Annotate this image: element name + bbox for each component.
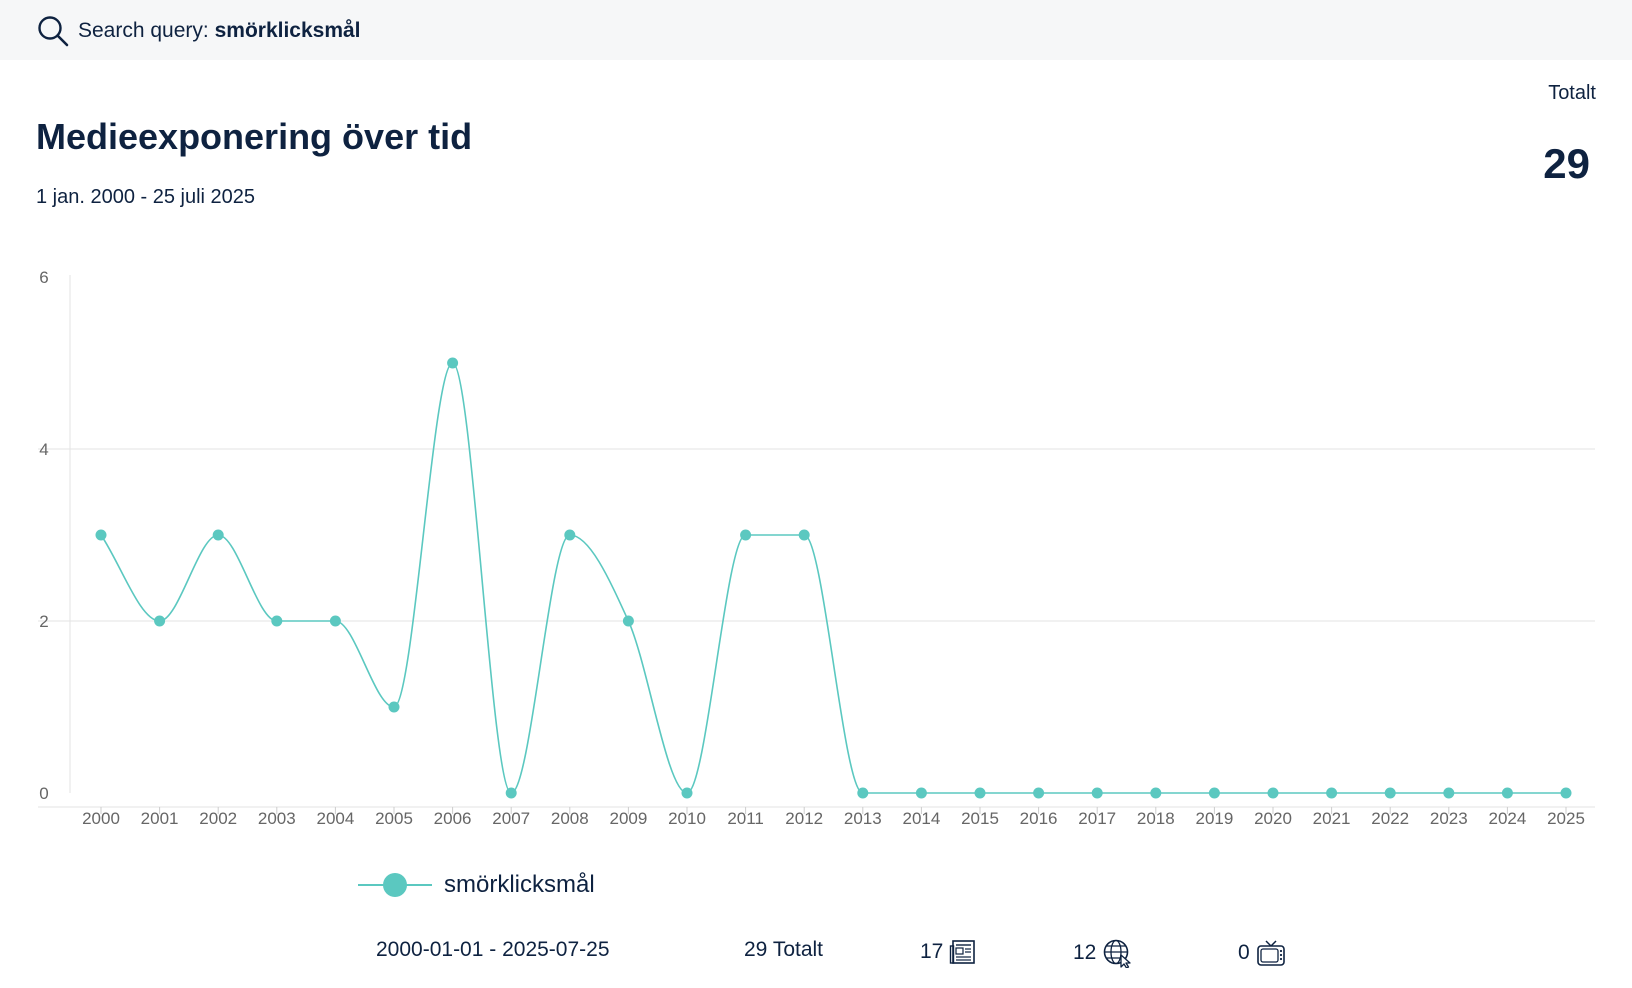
data-point[interactable] xyxy=(271,615,283,627)
data-point[interactable] xyxy=(95,529,107,541)
x-tick-label: 2010 xyxy=(668,809,706,828)
x-tick-label: 2005 xyxy=(375,809,413,828)
x-tick-label: 2016 xyxy=(1020,809,1058,828)
x-tick-label: 2014 xyxy=(902,809,940,828)
search-bar: Search query: smörklicksmål xyxy=(0,0,1632,60)
x-tick-label: 2013 xyxy=(844,809,882,828)
y-tick-label: 4 xyxy=(39,440,48,459)
footer-web-cell: 12 xyxy=(1073,938,1132,968)
x-tick-label: 2007 xyxy=(492,809,530,828)
total-value: 29 xyxy=(1543,140,1590,187)
chart-legend[interactable]: smörklicksmål xyxy=(358,870,595,900)
line-chart: 0 2 4 6 2000 2001 2002 2003 2004 2005 2006 2007 2008… xyxy=(38,268,1595,828)
data-point[interactable] xyxy=(798,529,810,541)
x-tick-label: 2015 xyxy=(961,809,999,828)
y-tick-label: 6 xyxy=(39,268,48,287)
footer-tv-count: 0 xyxy=(1238,941,1250,964)
footer-print-cell: 17 xyxy=(920,938,977,966)
x-tick-label: 2002 xyxy=(199,809,237,828)
data-point[interactable] xyxy=(740,529,752,541)
legend-marker-icon xyxy=(358,873,432,897)
x-tick-label: 2023 xyxy=(1430,809,1468,828)
footer-range: 2000-01-01 - 2025-07-25 xyxy=(376,938,610,961)
page-title: Medieexponering över tid xyxy=(36,116,473,157)
data-point[interactable] xyxy=(622,615,634,627)
data-point[interactable] xyxy=(1208,787,1220,799)
summary-footer: 2000-01-01 - 2025-07-25 29 Totalt 17 12 … xyxy=(0,934,1632,968)
data-point[interactable] xyxy=(447,357,459,369)
x-tick-label: 2018 xyxy=(1137,809,1175,828)
search-label: Search query: xyxy=(78,19,209,42)
x-tick-label: 2019 xyxy=(1195,809,1233,828)
legend-label: smörklicksmål xyxy=(444,871,595,898)
data-point[interactable] xyxy=(388,701,400,713)
x-tick-label: 2020 xyxy=(1254,809,1292,828)
x-tick-label: 2021 xyxy=(1313,809,1351,828)
search-query: smörklicksmål xyxy=(214,19,361,42)
data-point[interactable] xyxy=(505,787,517,799)
footer-total: 29 Totalt xyxy=(744,938,824,961)
y-tick-label: 2 xyxy=(39,612,48,631)
data-point[interactable] xyxy=(1501,787,1513,799)
data-point[interactable] xyxy=(1091,787,1103,799)
footer-tv-cell: 0 xyxy=(1238,938,1286,968)
data-point[interactable] xyxy=(212,529,224,541)
x-tick-label: 2017 xyxy=(1078,809,1116,828)
newspaper-icon xyxy=(950,940,976,964)
data-point[interactable] xyxy=(1443,787,1455,799)
data-point[interactable] xyxy=(329,615,341,627)
data-point[interactable] xyxy=(1384,787,1396,799)
x-tick-label: 2008 xyxy=(551,809,589,828)
x-tick-label: 2025 xyxy=(1547,809,1585,828)
series-line xyxy=(100,362,1566,794)
footer-web-count: 12 xyxy=(1073,941,1097,964)
x-tick-label: 2011 xyxy=(727,809,764,828)
data-point[interactable] xyxy=(1326,787,1338,799)
data-point[interactable] xyxy=(1560,787,1572,799)
footer-total-cell: 29 Totalt xyxy=(744,938,823,962)
y-tick-label: 0 xyxy=(39,784,48,803)
x-tick-label: 2012 xyxy=(785,809,823,828)
data-point[interactable] xyxy=(1033,787,1045,799)
x-tick-label: 2009 xyxy=(609,809,647,828)
x-tick-label: 2000 xyxy=(82,809,120,828)
date-range: 1 jan. 2000 - 25 juli 2025 xyxy=(36,186,256,208)
x-tick-label: 2003 xyxy=(258,809,296,828)
data-point[interactable] xyxy=(915,787,927,799)
data-point[interactable] xyxy=(1150,787,1162,799)
data-point[interactable] xyxy=(857,787,869,799)
footer-print-count: 17 xyxy=(920,940,944,963)
data-point[interactable] xyxy=(681,787,693,799)
x-tick-label: 2001 xyxy=(141,809,179,828)
search-query-text: Search query: smörklicksmål xyxy=(78,19,361,43)
search-icon[interactable] xyxy=(36,14,70,48)
x-tick-label: 2004 xyxy=(316,809,354,828)
globe-icon xyxy=(1104,939,1132,968)
data-point[interactable] xyxy=(154,615,166,627)
tv-icon xyxy=(1256,940,1285,966)
data-point[interactable] xyxy=(564,529,576,541)
x-tick-label: 2006 xyxy=(434,809,472,828)
data-point[interactable] xyxy=(974,787,986,799)
x-tick-label: 2024 xyxy=(1488,809,1526,828)
x-tick-label: 2022 xyxy=(1371,809,1409,828)
footer-range-cell: 2000-01-01 - 2025-07-25 xyxy=(376,938,610,962)
data-point[interactable] xyxy=(1267,787,1279,799)
total-label: Totalt xyxy=(1548,82,1596,104)
